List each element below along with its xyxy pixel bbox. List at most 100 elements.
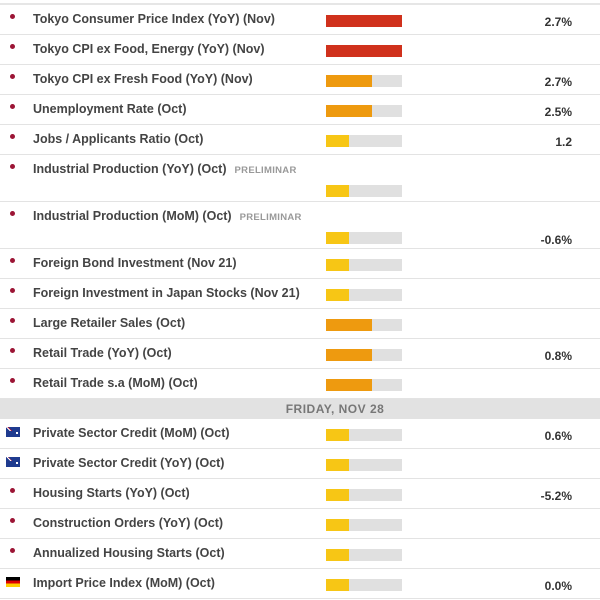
impact-fill bbox=[326, 232, 349, 244]
australia-flag-icon bbox=[6, 427, 20, 437]
event-row[interactable]: Construction Orders (YoY) (Oct) bbox=[0, 509, 600, 539]
event-title[interactable]: Foreign Investment in Japan Stocks (Nov … bbox=[33, 286, 300, 300]
event-title-text: Import Price Index (MoM) (Oct) bbox=[33, 576, 215, 590]
event-title[interactable]: Annualized Housing Starts (Oct) bbox=[33, 546, 225, 560]
event-row[interactable]: Foreign Investment in Japan Stocks (Nov … bbox=[0, 279, 600, 309]
event-title-text: Construction Orders (YoY) (Oct) bbox=[33, 516, 224, 530]
impact-bar bbox=[326, 549, 402, 561]
event-title[interactable]: Industrial Production (YoY) (Oct) PRELIMI… bbox=[33, 162, 297, 176]
impact-fill bbox=[326, 549, 349, 561]
japan-flag-icon bbox=[6, 487, 20, 497]
event-row[interactable]: Retail Trade s.a (MoM) (Oct) bbox=[0, 369, 600, 399]
event-row[interactable]: Retail Trade (YoY) (Oct) 0.8% bbox=[0, 339, 600, 369]
impact-fill bbox=[326, 15, 402, 27]
japan-flag-icon bbox=[6, 377, 20, 387]
event-row[interactable]: Jobs / Applicants Ratio (Oct) 1.2 bbox=[0, 125, 600, 155]
japan-flag-icon bbox=[6, 163, 20, 173]
event-row[interactable]: Tokyo Consumer Price Index (YoY) (Nov) 2… bbox=[0, 5, 600, 35]
event-title-text: Housing Starts (YoY) (Oct) bbox=[33, 486, 190, 500]
impact-fill bbox=[326, 259, 349, 271]
impact-fill bbox=[326, 105, 372, 117]
event-actual-value: 1.2 bbox=[555, 135, 572, 149]
japan-flag-icon bbox=[6, 43, 20, 53]
event-title-text: Foreign Investment in Japan Stocks (Nov … bbox=[33, 286, 300, 300]
impact-fill bbox=[326, 185, 349, 197]
impact-bar bbox=[326, 519, 402, 531]
germany-flag-icon bbox=[6, 577, 20, 587]
japan-flag-icon bbox=[6, 317, 20, 327]
event-actual-value: -0.6% bbox=[540, 233, 572, 247]
impact-fill bbox=[326, 319, 372, 331]
impact-bar bbox=[326, 232, 402, 244]
japan-flag-icon bbox=[6, 133, 20, 143]
event-title-text: Tokyo CPI ex Food, Energy (YoY) (Nov) bbox=[33, 42, 265, 56]
impact-bar bbox=[326, 135, 402, 147]
japan-flag-icon bbox=[6, 73, 20, 83]
event-title-text: Large Retailer Sales (Oct) bbox=[33, 316, 186, 330]
event-title[interactable]: Tokyo CPI ex Fresh Food (YoY) (Nov) bbox=[33, 72, 253, 86]
event-title[interactable]: Construction Orders (YoY) (Oct) bbox=[33, 516, 223, 530]
event-actual-value: 0.6% bbox=[544, 429, 572, 443]
event-title[interactable]: Private Sector Credit (YoY) (Oct) bbox=[33, 456, 224, 470]
impact-bar bbox=[326, 379, 402, 391]
impact-bar bbox=[326, 15, 402, 27]
event-title-text: Annualized Housing Starts (Oct) bbox=[33, 546, 225, 560]
event-title[interactable]: Tokyo CPI ex Food, Energy (YoY) (Nov) bbox=[33, 42, 265, 56]
impact-fill bbox=[326, 289, 349, 301]
event-row[interactable]: Foreign Bond Investment (Nov 21) bbox=[0, 249, 600, 279]
japan-flag-icon bbox=[6, 347, 20, 357]
event-title-text: Industrial Production (YoY) (Oct) bbox=[33, 162, 227, 176]
japan-flag-icon bbox=[6, 517, 20, 527]
impact-bar bbox=[326, 185, 402, 197]
event-title[interactable]: Import Price Index (MoM) (Oct) bbox=[33, 576, 215, 590]
impact-bar bbox=[326, 459, 402, 471]
event-actual-value: 2.7% bbox=[544, 15, 572, 29]
event-title-text: Tokyo Consumer Price Index (YoY) (Nov) bbox=[33, 12, 275, 26]
event-title[interactable]: Unemployment Rate (Oct) bbox=[33, 102, 187, 116]
event-row[interactable]: Tokyo CPI ex Food, Energy (YoY) (Nov) bbox=[0, 35, 600, 65]
event-title-text: Private Sector Credit (MoM) (Oct) bbox=[33, 426, 230, 440]
event-row[interactable]: Private Sector Credit (MoM) (Oct) 0.6% bbox=[0, 419, 600, 449]
economic-calendar-list: Tokyo Consumer Price Index (YoY) (Nov) 2… bbox=[0, 3, 600, 599]
impact-bar bbox=[326, 319, 402, 331]
impact-bar bbox=[326, 259, 402, 271]
impact-fill bbox=[326, 519, 349, 531]
impact-fill bbox=[326, 579, 349, 591]
impact-bar bbox=[326, 429, 402, 441]
impact-bar bbox=[326, 579, 402, 591]
impact-fill bbox=[326, 379, 372, 391]
event-row[interactable]: Industrial Production (MoM) (Oct) PRELIMI… bbox=[0, 202, 600, 249]
event-row[interactable]: Private Sector Credit (YoY) (Oct) bbox=[0, 449, 600, 479]
preliminary-tag: PRELIMINAR bbox=[234, 165, 297, 176]
event-title-text: Foreign Bond Investment (Nov 21) bbox=[33, 256, 237, 270]
event-title[interactable]: Jobs / Applicants Ratio (Oct) bbox=[33, 132, 203, 146]
event-title[interactable]: Industrial Production (MoM) (Oct) PRELIMI… bbox=[33, 209, 302, 223]
event-row[interactable]: Industrial Production (YoY) (Oct) PRELIMI… bbox=[0, 155, 600, 202]
event-title[interactable]: Large Retailer Sales (Oct) bbox=[33, 316, 185, 330]
japan-flag-icon bbox=[6, 547, 20, 557]
event-row[interactable]: Housing Starts (YoY) (Oct) -5.2% bbox=[0, 479, 600, 509]
impact-fill bbox=[326, 459, 349, 471]
event-title[interactable]: Tokyo Consumer Price Index (YoY) (Nov) bbox=[33, 12, 275, 26]
impact-fill bbox=[326, 349, 372, 361]
event-title[interactable]: Foreign Bond Investment (Nov 21) bbox=[33, 256, 237, 270]
impact-bar bbox=[326, 349, 402, 361]
impact-fill bbox=[326, 75, 372, 87]
event-row[interactable]: Annualized Housing Starts (Oct) bbox=[0, 539, 600, 569]
japan-flag-icon bbox=[6, 257, 20, 267]
impact-bar bbox=[326, 289, 402, 301]
event-title[interactable]: Retail Trade (YoY) (Oct) bbox=[33, 346, 172, 360]
event-row[interactable]: Import Price Index (MoM) (Oct) 0.0% bbox=[0, 569, 600, 599]
event-title[interactable]: Private Sector Credit (MoM) (Oct) bbox=[33, 426, 230, 440]
event-row[interactable]: Unemployment Rate (Oct) 2.5% bbox=[0, 95, 600, 125]
event-title[interactable]: Housing Starts (YoY) (Oct) bbox=[33, 486, 190, 500]
event-title-text: Retail Trade (YoY) (Oct) bbox=[33, 346, 172, 360]
event-row[interactable]: Tokyo CPI ex Fresh Food (YoY) (Nov) 2.7% bbox=[0, 65, 600, 95]
event-actual-value: 2.7% bbox=[544, 75, 572, 89]
event-title[interactable]: Retail Trade s.a (MoM) (Oct) bbox=[33, 376, 198, 390]
event-row[interactable]: Large Retailer Sales (Oct) bbox=[0, 309, 600, 339]
event-actual-value: 0.8% bbox=[544, 349, 572, 363]
event-title-text: Jobs / Applicants Ratio (Oct) bbox=[33, 132, 204, 146]
impact-bar bbox=[326, 45, 402, 57]
impact-bar bbox=[326, 489, 402, 501]
